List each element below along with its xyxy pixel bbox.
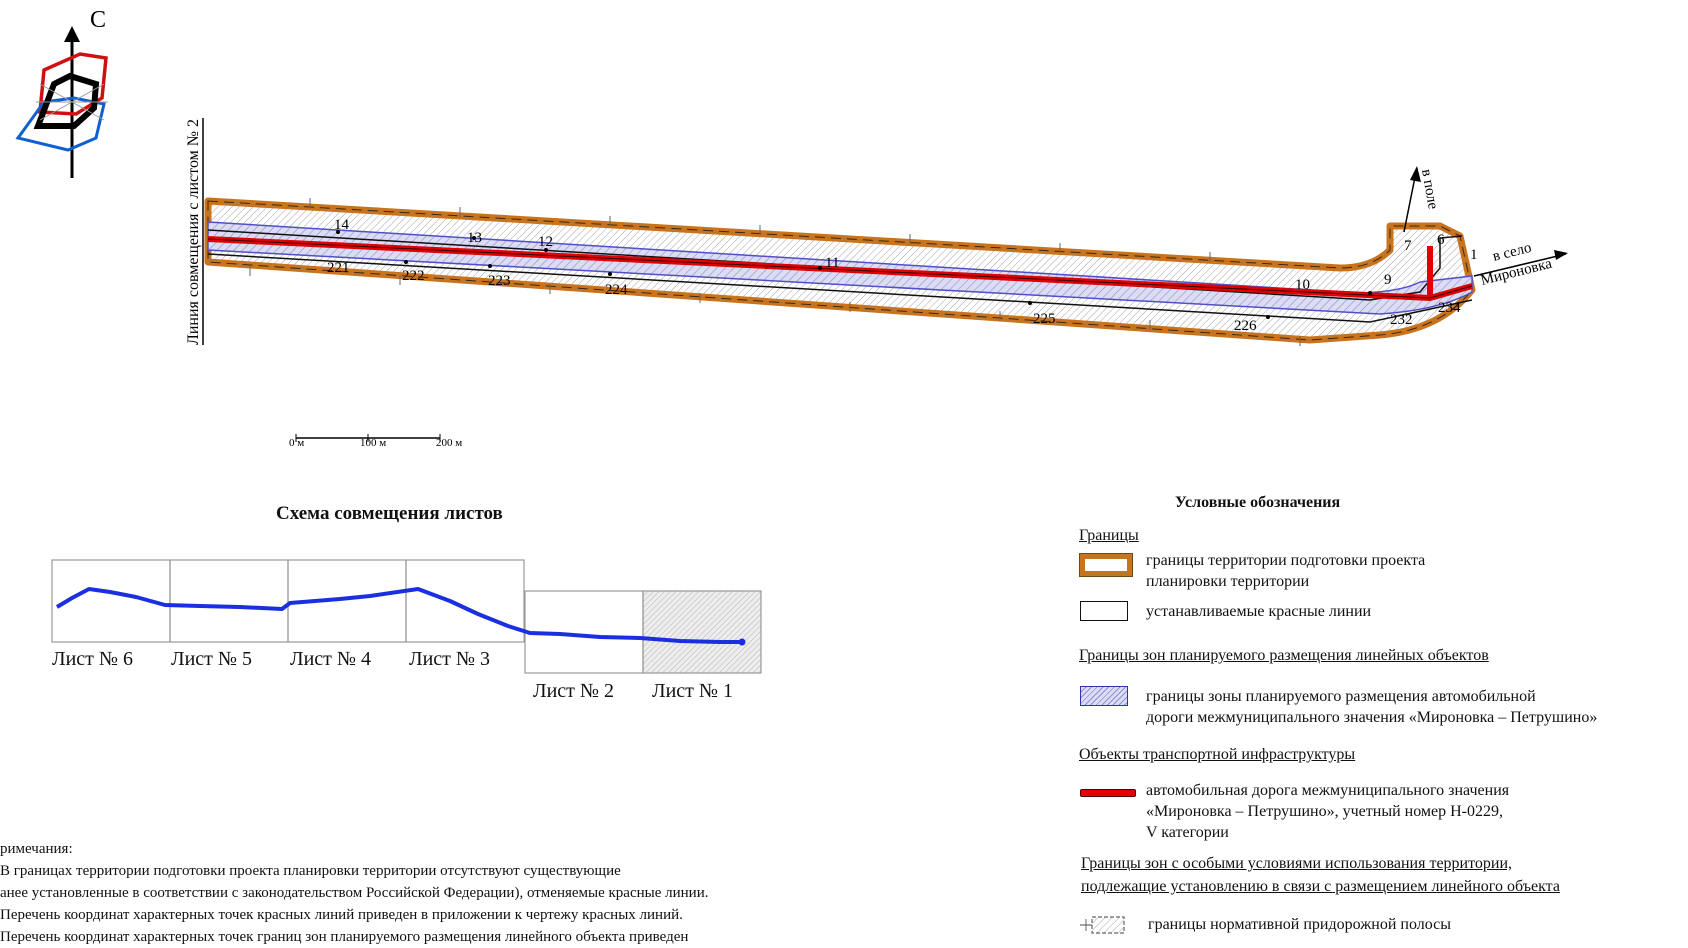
label-to-field: в поле [1418,168,1441,211]
point-label: 11 [825,255,839,271]
notes-line: Перечень координат характерных точек кра… [0,907,683,923]
point-label: 232 [1390,312,1413,328]
point-label: 14 [334,217,350,233]
point-label: 234 [1438,300,1461,316]
legend-symbol-red-lines [1080,601,1128,621]
north-arrow-icon [64,26,80,42]
notes-line: анее установленные в соответствии с зако… [0,885,709,901]
legend-heading-boundaries: Границы [1079,527,1139,544]
point-label: 221 [327,260,350,276]
point-label: 10 [1295,277,1310,293]
direction-to-field: в поле [1403,166,1441,233]
legend-heading-transport: Объекты транспортной инфраструктуры [1079,746,1356,763]
notes-line: Перечень координат характерных точек гра… [0,929,689,945]
sheet-label-6: Лист № 6 [52,648,133,670]
scale-label: 0 м [289,437,304,449]
legend-text-red-lines: устанавливаемые красные линии [1146,603,1372,620]
legend-symbol-placement-zone [1080,686,1128,706]
wind-rose-blue [15,96,106,152]
legend-text-placement-zone: границы зоны планируемого размещения авт… [1146,688,1598,726]
scale-bar: 0 м 100 м 200 м [289,434,462,449]
legend-text-project-boundary: границы территории подготовки проекта пл… [1146,552,1426,590]
point-labels-bottom: 221 222 223 224 225 226 232 234 [327,260,1461,334]
legend-heading-placement-zones: Границы зон планируемого размещения лине… [1079,647,1489,664]
sheet-label-5: Лист № 5 [171,648,252,670]
match-line: Линия совмещения с листом № 2 [185,118,204,345]
legend-symbol-road [1080,789,1136,797]
wind-rose-black [33,72,100,129]
point-label: 7 [1404,238,1412,254]
point-label: 224 [605,282,628,298]
legend-title: Условные обозначения [1175,494,1341,511]
wind-rose-red [38,52,108,116]
point-label: 1 [1470,247,1478,263]
sheet-label-1: Лист № 1 [652,680,733,702]
sheet-label-3: Лист № 3 [409,648,490,670]
legend-symbol-project-boundary [1079,553,1133,577]
point-label: 12 [538,234,553,250]
sheet-scheme-title: Схема совмещения листов [276,503,503,524]
scale-label: 200 м [436,437,462,449]
legend-text-roadside-strip: границы нормативной придорожной полосы [1148,916,1451,933]
sheet-label-2: Лист № 2 [533,680,614,702]
point-label: 9 [1384,272,1392,288]
north-label: С [90,7,106,33]
sheet-label-4: Лист № 4 [290,648,371,670]
label-village-name: Мироновка [1479,256,1554,289]
sheet-route [55,587,742,644]
red-line-lower [207,253,1473,323]
direction-to-village: в село Мироновка [1473,240,1568,289]
legend-heading-special-zones: Границы зон с особыми условиями использо… [1081,855,1560,895]
point-label: 226 [1234,318,1257,334]
notes-line: В границах территории подготовки проекта… [0,863,621,879]
scale-label: 100 м [360,437,386,449]
road-corridor [204,197,1476,346]
point-label: 6 [1437,232,1445,248]
current-sheet-fill [643,591,761,673]
point-label: 225 [1033,311,1056,327]
notes-line: римечания: [0,841,73,857]
arrow-icon [1410,166,1421,182]
arrow-icon [1554,250,1568,260]
legend-symbol-roadside-strip [1078,916,1130,934]
match-line-label: Линия совмещения с листом № 2 [185,119,202,345]
compass: С [15,7,108,178]
point-markers [336,230,1372,319]
sheet-scheme [51,559,762,674]
roadside-strip-ticks [249,198,1301,346]
point-label: 222 [402,268,425,284]
point-label: 223 [488,273,511,289]
legend-text-road: автомобильная дорога межмуниципального з… [1146,782,1510,841]
